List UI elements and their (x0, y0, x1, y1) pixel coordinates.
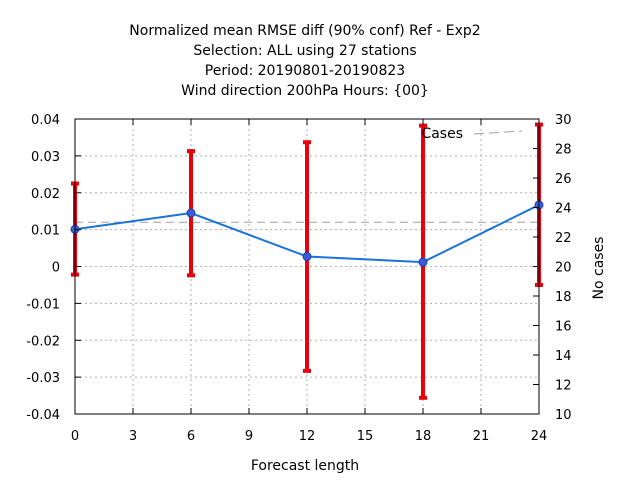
data-point (418, 257, 428, 267)
y-axis-ticks: 0.04 0.03 0.02 0.01 0 -0.01 -0.02 -0.03 -0.04 (26, 113, 81, 423)
x-tick-label: 12 (299, 429, 316, 444)
x-axis-label: Forecast length (251, 458, 359, 474)
x-tick-label: 24 (531, 429, 548, 444)
x-tick-label: 9 (245, 429, 253, 444)
title-line-2: Selection: ALL using 27 stations (193, 43, 416, 59)
y-tick-label: 0.04 (31, 113, 60, 128)
y-tick-label: -0.03 (26, 371, 60, 386)
y-tick-label: 0 (52, 261, 60, 276)
y2-tick-label: 14 (555, 349, 572, 364)
x-tick-label: 0 (71, 429, 79, 444)
y2-tick-label: 18 (555, 290, 572, 305)
data-point (302, 252, 312, 262)
y2-tick-label: 16 (555, 320, 572, 335)
y2-axis-ticks: 30 28 26 24 22 20 18 16 14 12 10 (533, 113, 572, 423)
y2-axis-label: No cases (591, 237, 607, 300)
x-tick-label: 15 (357, 429, 374, 444)
x-axis-ticks: 0 3 6 9 12 15 18 21 24 (71, 119, 547, 444)
y-tick-label: 0.02 (31, 187, 60, 202)
y2-tick-label: 20 (555, 261, 572, 276)
y2-tick-label: 26 (555, 172, 572, 187)
title-line-1: Normalized mean RMSE diff (90% conf) Ref… (129, 23, 480, 39)
legend-swatch-cases (473, 130, 523, 135)
y2-tick-label: 30 (555, 113, 572, 128)
y2-tick-label: 22 (555, 231, 572, 246)
x-tick-label: 3 (129, 429, 137, 444)
y-tick-label: -0.02 (26, 334, 60, 349)
y2-tick-label: 12 (555, 379, 572, 394)
y2-tick-label: 28 (555, 143, 572, 158)
legend: Cases (421, 126, 523, 142)
x-tick-label: 18 (415, 429, 432, 444)
title-line-3: Period: 20190801-20190823 (205, 63, 405, 79)
y-tick-label: -0.01 (26, 297, 60, 312)
legend-label-cases: Cases (421, 126, 463, 142)
y2-tick-label: 24 (555, 202, 572, 217)
x-tick-label: 21 (473, 429, 490, 444)
x-tick-label: 6 (187, 429, 195, 444)
y-tick-label: -0.04 (26, 408, 60, 423)
y2-tick-label: 10 (555, 408, 572, 423)
data-point (186, 208, 196, 218)
title-line-4: Wind direction 200hPa Hours: {00} (181, 83, 429, 99)
y-tick-label: 0.01 (31, 224, 60, 239)
y-tick-label: 0.03 (31, 150, 60, 165)
chart-title: Normalized mean RMSE diff (90% conf) Ref… (129, 23, 480, 99)
